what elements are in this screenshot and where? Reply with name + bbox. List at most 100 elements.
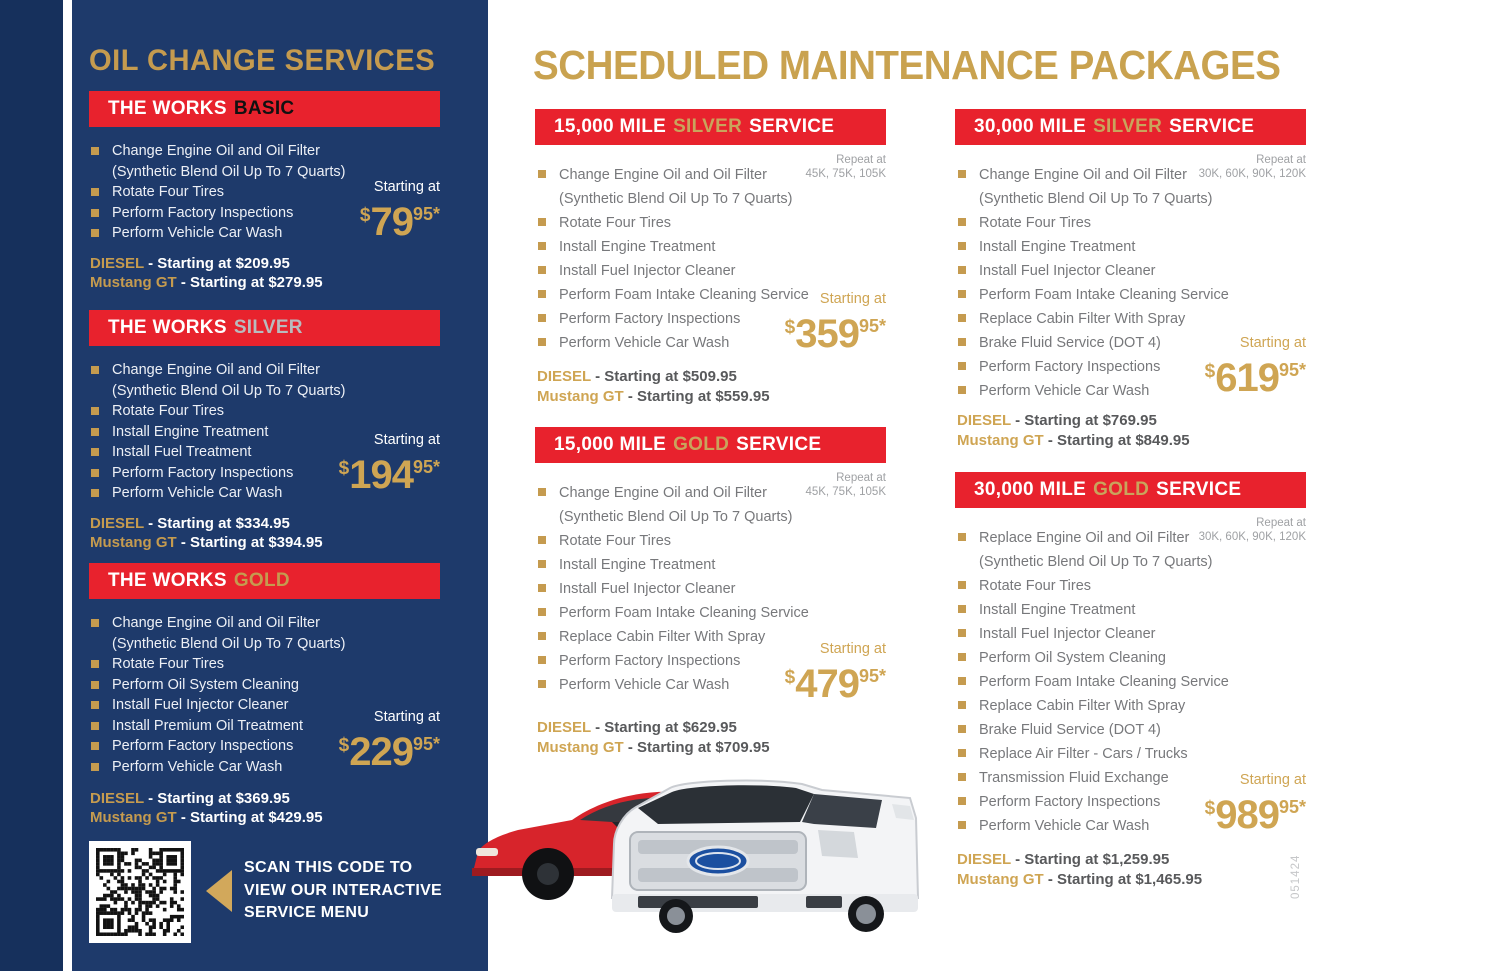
service-item-text: Install Fuel Treatment <box>112 444 252 460</box>
service-item-text: Perform Foam Intake Cleaning Service <box>979 674 1229 690</box>
repeat-label: Repeat at <box>836 154 886 166</box>
service-item-text: Perform Foam Intake Cleaning Service <box>559 287 809 303</box>
diesel-price-line: DIESEL - Starting at $769.95 <box>957 411 1190 431</box>
bullet-square-icon <box>538 560 546 568</box>
diesel-label: DIESEL <box>90 515 144 532</box>
service-item: Perform Vehicle Car Wash <box>957 379 1242 403</box>
service-item-text: Perform Factory Inspections <box>559 653 741 669</box>
service-item-note: (Synthetic Blend Oil Up To 7 Quarts) <box>979 191 1213 207</box>
price-cents: 95* <box>858 316 886 336</box>
price-block: Starting at $35995* <box>785 291 886 361</box>
service-item: Perform Factory Inspections <box>90 463 390 484</box>
bullet-square-icon <box>958 533 966 541</box>
service-item-text: Brake Fluid Service (DOT 4) <box>979 335 1161 351</box>
service-item: Brake Fluid Service (DOT 4) <box>957 331 1242 355</box>
bullet-square-icon <box>538 488 546 496</box>
left-package: THE WORKS BASIC Change Engine Oil and Oil … <box>89 91 440 291</box>
diesel-value: - Starting at $334.95 <box>143 515 290 532</box>
price-currency: $ <box>1204 798 1216 819</box>
service-item: Perform Factory Inspections <box>90 736 390 757</box>
service-item: Perform Factory Inspections <box>537 649 822 673</box>
service-item-list: Replace Engine Oil and Oil Filter (Synthe… <box>957 526 1242 838</box>
bullet-square-icon <box>91 701 99 709</box>
service-item-text: Perform Factory Inspections <box>979 359 1161 375</box>
service-item-text: Perform Vehicle Car Wash <box>559 677 730 693</box>
service-item-note: (Synthetic Blend Oil Up To 7 Quarts) <box>112 163 346 180</box>
service-item-text: Perform Factory Inspections <box>559 311 741 327</box>
vehicles-image <box>462 748 922 933</box>
mustang-value: - Starting at $279.95 <box>176 274 323 291</box>
service-item: Replace Cabin Filter With Spray <box>957 307 1242 331</box>
service-item: Install Engine Treatment <box>957 598 1242 622</box>
service-item: Change Engine Oil and Oil Filter <box>537 481 822 505</box>
service-item: Change Engine Oil and Oil Filter <box>537 163 822 187</box>
bullet-square-icon <box>958 290 966 298</box>
repeat-label: Repeat at <box>1256 517 1306 529</box>
service-item-text: Install Engine Treatment <box>559 239 716 255</box>
mustang-value: - Starting at $559.95 <box>623 387 770 405</box>
mustang-price-line: Mustang GT - Starting at $394.95 <box>90 533 323 552</box>
bullet-square-icon <box>91 468 99 477</box>
service-item: Rotate Four Tires <box>537 529 822 553</box>
service-item: Rotate Four Tires <box>957 574 1242 598</box>
bullet-square-icon <box>91 407 99 415</box>
price-block: Starting at $47995* <box>785 641 886 711</box>
bullet-square-icon <box>958 629 966 637</box>
bullet-square-icon <box>958 242 966 250</box>
bullet-square-icon <box>91 366 99 374</box>
bullet-square-icon <box>958 773 966 781</box>
package-title-suffix: SERVICE <box>1156 479 1242 500</box>
price-block: Starting at $98995* <box>1205 772 1306 842</box>
service-item: Perform Vehicle Car Wash <box>90 223 390 244</box>
service-item-text: Replace Engine Oil and Oil Filter <box>979 530 1190 546</box>
price-number: 79 <box>370 200 413 244</box>
diesel-value: - Starting at $209.95 <box>143 255 290 272</box>
service-item-text: Perform Vehicle Car Wash <box>112 758 283 775</box>
diesel-value: - Starting at $509.95 <box>590 368 737 385</box>
service-item-text: Change Engine Oil and Oil Filter <box>979 167 1187 183</box>
left-package: THE WORKS GOLD Change Engine Oil and Oil F… <box>89 563 440 826</box>
variant-pricing: DIESEL - Starting at $509.95 Mustang GT -… <box>537 367 770 406</box>
repeat-label: Repeat at <box>1256 154 1306 166</box>
service-item: Change Engine Oil and Oil Filter <box>90 360 390 381</box>
price-cents: 95* <box>412 734 440 754</box>
service-item: Perform Vehicle Car Wash <box>537 673 822 697</box>
service-item-text: Perform Factory Inspections <box>979 794 1161 810</box>
service-item-text: Perform Vehicle Car Wash <box>979 383 1150 399</box>
price-number: 619 <box>1215 356 1280 400</box>
price-number: 229 <box>349 730 414 774</box>
mustang-value: - Starting at $849.95 <box>1043 431 1190 449</box>
service-item: Rotate Four Tires <box>537 211 822 235</box>
service-item: Rotate Four Tires <box>90 401 390 422</box>
left-edge-strip <box>0 0 63 971</box>
bullet-square-icon <box>538 290 546 298</box>
package-banner: 30,000 MILE GOLD SERVICE <box>955 472 1306 508</box>
bullet-square-icon <box>538 266 546 274</box>
bullet-square-icon <box>538 536 546 544</box>
package-title-suffix: SERVICE <box>736 434 822 455</box>
service-item-text: Perform Factory Inspections <box>112 738 294 754</box>
service-item-text: Perform Vehicle Car Wash <box>112 225 283 241</box>
service-item: Perform Foam Intake Cleaning Service <box>537 601 822 625</box>
package-title-main: 30,000 MILE <box>974 479 1087 500</box>
service-item: Install Engine Treatment <box>957 235 1242 259</box>
package-title-main: THE WORKS <box>108 98 227 119</box>
bullet-square-icon <box>958 701 966 709</box>
mustang-price-line: Mustang GT - Starting at $279.95 <box>90 273 323 292</box>
service-item-text: Perform Factory Inspections <box>112 464 294 481</box>
service-item-text: Replace Cabin Filter With Spray <box>559 629 766 645</box>
bullet-square-icon <box>91 147 99 155</box>
bullet-square-icon <box>958 362 966 370</box>
right-package: 30,000 MILE SILVER SERVICE Repeat at 30K, 60… <box>955 109 1306 449</box>
bullet-square-icon <box>91 229 99 237</box>
package-title-suffix: SERVICE <box>749 116 835 137</box>
service-item-text: Change Engine Oil and Oil Filter <box>559 485 767 501</box>
oil-change-title: OIL CHANGE SERVICES <box>89 44 436 77</box>
service-item-list: Change Engine Oil and Oil Filter (Synthet… <box>537 481 822 697</box>
mustang-value: - Starting at $1,465.95 <box>1043 870 1203 888</box>
bullet-square-icon <box>538 656 546 664</box>
service-item: Install Fuel Injector Cleaner <box>537 259 822 283</box>
package-banner: THE WORKS BASIC <box>89 91 440 127</box>
diesel-label: DIESEL <box>90 255 144 272</box>
service-item: Rotate Four Tires <box>90 182 390 203</box>
